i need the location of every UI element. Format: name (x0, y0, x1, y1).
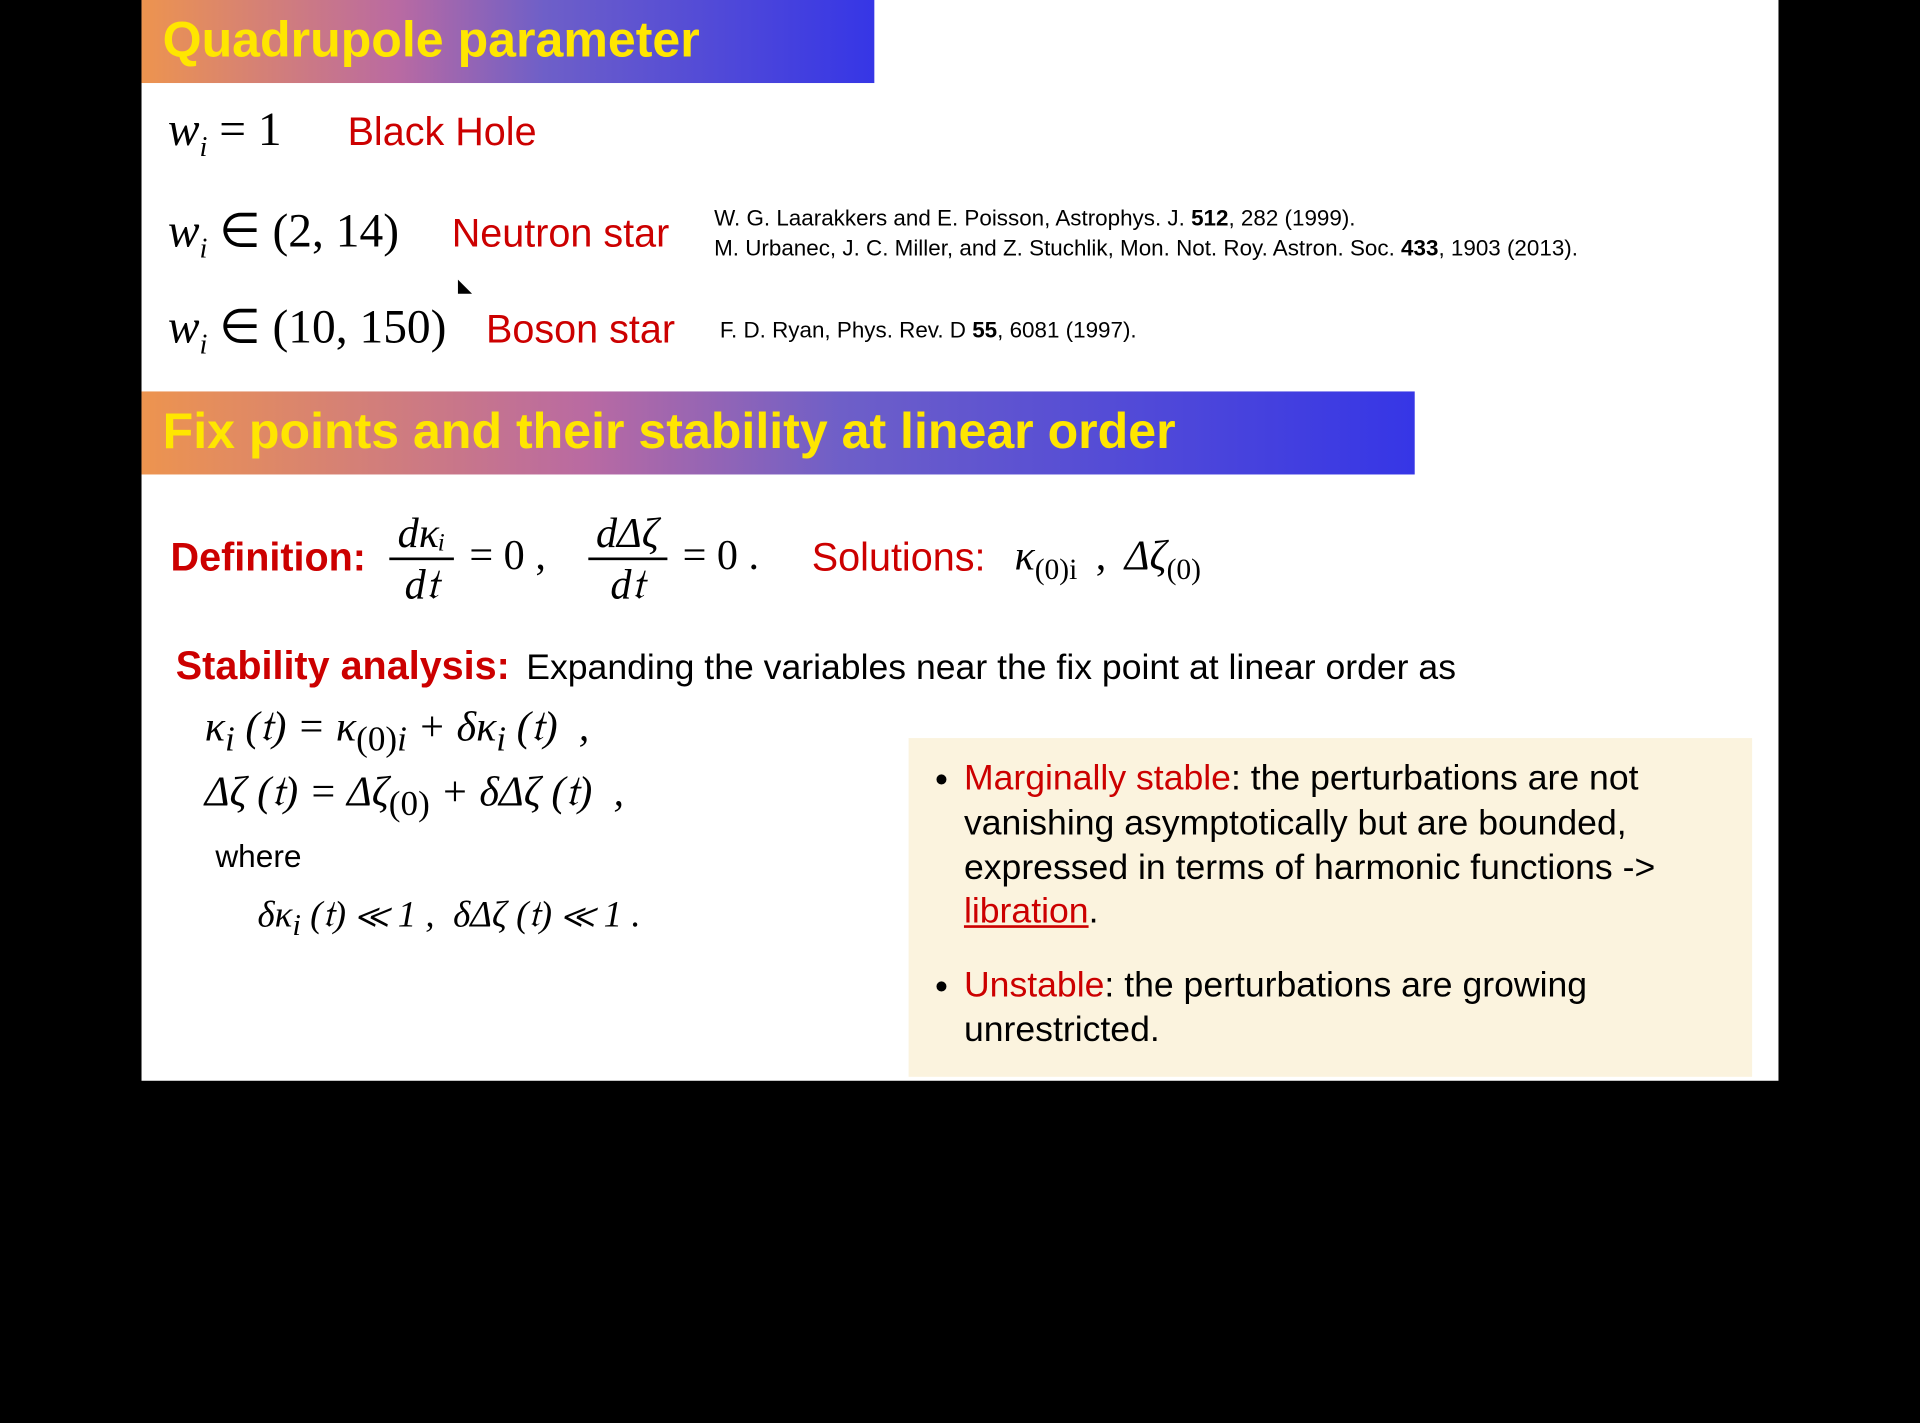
math-rel: = 1 (219, 103, 281, 156)
param-row-neutron-star: wi ∈ (2, 14) Neutron star W. G. Laarakke… (168, 203, 1752, 265)
section-title: Quadrupole parameter (163, 13, 854, 70)
solution-kappa: κ(0)i , Δζ(0) (1014, 531, 1201, 587)
math-var: w (168, 103, 200, 156)
definition-row: Definition: dκᵢd𝔱 = 0 , dΔζd𝔱 = 0 . Solu… (142, 508, 1779, 609)
math-sub: i (200, 131, 208, 163)
reference-line: F. D. Ryan, Phys. Rev. D 55, 6081 (1997)… (720, 317, 1137, 342)
stability-item-unstable: Unstable: the perturbations are growing … (930, 963, 1731, 1052)
math-sub: i (200, 232, 208, 264)
param-row-black-hole: wi = 1 Black Hole (168, 101, 1752, 163)
param-label: Neutron star (452, 212, 670, 257)
reference-line: W. G. Laarakkers and E. Poisson, Astroph… (714, 205, 1355, 230)
math-expr: wi ∈ (2, 14) (168, 203, 399, 265)
section-title: Fix points and their stability at linear… (163, 404, 1394, 461)
section-header-fixpoints: Fix points and their stability at linear… (142, 391, 1415, 474)
param-label: Black Hole (348, 110, 537, 155)
param-row-boson-star: wi ∈ (10, 150) Boson star F. D. Ryan, Ph… (168, 300, 1752, 362)
math-expr: wi ∈ (10, 150) (168, 300, 447, 362)
cursor-icon: ◣ (458, 274, 472, 296)
math-sub: i (200, 329, 208, 361)
reference-line: M. Urbanec, J. C. Miller, and Z. Stuchli… (714, 236, 1578, 261)
stability-row: Stability analysis: Expanding the variab… (142, 644, 1779, 689)
math-rel: ∈ (10, 150) (219, 301, 446, 354)
stability-label: Stability analysis: (176, 644, 510, 687)
keyword: Marginally stable (964, 758, 1231, 798)
quadrupole-content: wi = 1 Black Hole wi ∈ (2, 14) Neutron s… (142, 101, 1779, 361)
solutions-label: Solutions: (812, 537, 986, 582)
param-label: Boson star (486, 308, 675, 353)
math-var: w (168, 301, 200, 354)
stability-box: Marginally stable: the perturbations are… (909, 738, 1753, 1076)
math-expr: wi = 1 (168, 101, 282, 163)
reference-block: F. D. Ryan, Phys. Rev. D 55, 6081 (1997)… (720, 316, 1137, 346)
stability-item-marginal: Marginally stable: the perturbations are… (930, 757, 1731, 935)
section-header-quadrupole: Quadrupole parameter (142, 0, 875, 83)
slide: Quadrupole parameter wi = 1 Black Hole w… (142, 0, 1779, 1081)
reference-block: W. G. Laarakkers and E. Poisson, Astroph… (714, 204, 1578, 264)
math-rel: ∈ (2, 14) (219, 205, 399, 258)
math-var: w (168, 205, 200, 258)
libration-link: libration (964, 891, 1089, 931)
definition-eq2: dΔζd𝔱 = 0 . (583, 508, 759, 609)
definition-eq1: dκᵢd𝔱 = 0 , (384, 508, 545, 609)
definition-label: Definition: (171, 537, 366, 582)
keyword: Unstable (964, 965, 1104, 1005)
stability-text: Expanding the variables near the fix poi… (526, 647, 1456, 687)
